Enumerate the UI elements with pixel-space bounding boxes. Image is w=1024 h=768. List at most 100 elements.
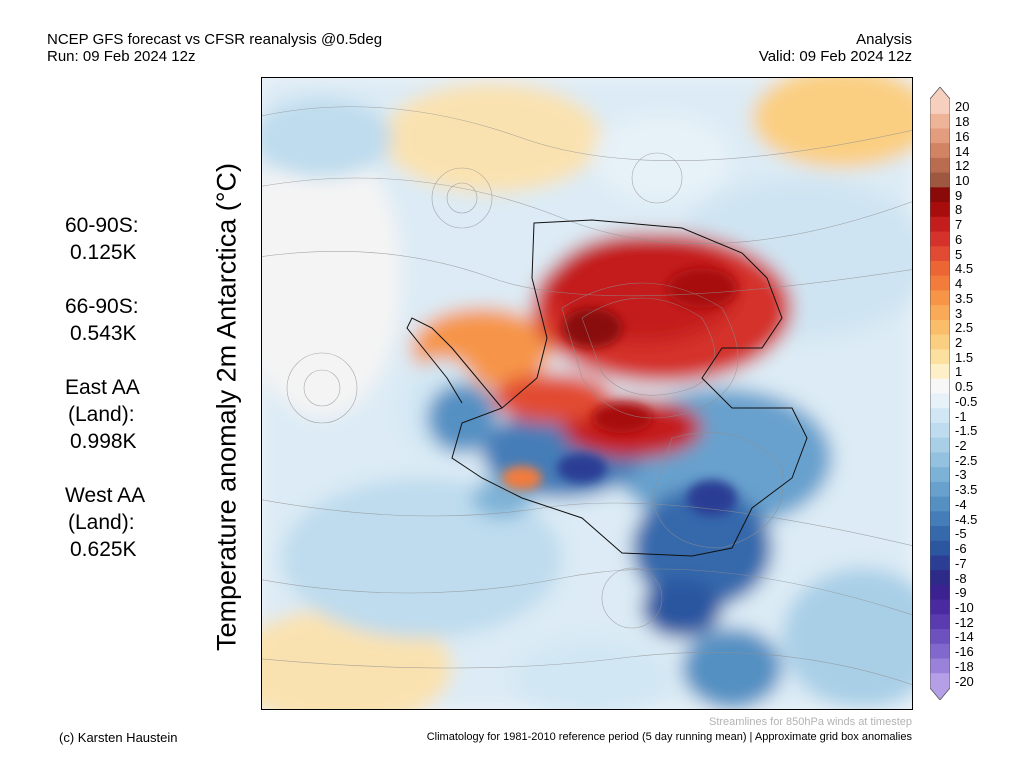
colorbar-label: 1 xyxy=(955,364,963,380)
analysis-label: Analysis xyxy=(856,31,912,48)
colorbar-label: -5 xyxy=(955,526,967,542)
colorbar-label: -4 xyxy=(955,496,967,512)
colorbar-swatch xyxy=(930,526,950,542)
colorbar-label: 4 xyxy=(955,276,963,292)
colorbar-label: 5 xyxy=(955,246,963,262)
colorbar-label: -2.5 xyxy=(955,452,978,468)
colorbar-swatch xyxy=(930,216,950,233)
colorbar-label: -18 xyxy=(955,658,974,674)
stat-label: West AA xyxy=(65,484,146,507)
stat-west-aa: West AA (Land): 0.625K xyxy=(65,482,145,563)
colorbar-label: 2.5 xyxy=(955,320,974,336)
stat-label: 66-90S: xyxy=(65,295,139,318)
colorbar-label: 16 xyxy=(955,128,970,144)
colorbar-label: 0.5 xyxy=(955,379,974,395)
colorbar-swatch xyxy=(930,643,950,660)
stat-value: 0.125K xyxy=(70,241,137,264)
colorbar-label: 10 xyxy=(955,172,970,188)
header-right: Analysis Valid: 09 Feb 2024 12z xyxy=(759,31,912,65)
colorbar-label: -2 xyxy=(955,438,967,454)
stat-label: 60-90S: xyxy=(65,214,139,237)
colorbar-label: 8 xyxy=(955,202,963,218)
antarctica-coastline xyxy=(451,219,808,557)
stat-label-land: (Land): xyxy=(68,511,135,534)
colorbar-swatch xyxy=(930,599,950,615)
colorbar-label: 4.5 xyxy=(955,261,974,277)
colorbar-swatch xyxy=(930,260,950,277)
antarctic-peninsula-coastline xyxy=(406,317,503,409)
colorbar-swatch xyxy=(930,172,950,188)
colorbar-swatch xyxy=(930,143,950,159)
colorbar-swatch xyxy=(930,378,950,394)
header-left: NCEP GFS forecast vs CFSR reanalysis @0.… xyxy=(47,31,382,65)
colorbar-label: -1 xyxy=(955,408,967,424)
colorbar-label: 3 xyxy=(955,305,963,321)
stat-label: East AA xyxy=(65,376,140,399)
colorbar-label: -20 xyxy=(955,673,974,689)
colorbar-label: -9 xyxy=(955,585,967,601)
colorbar-label: 18 xyxy=(955,114,970,130)
colorbar-label: 12 xyxy=(955,158,970,174)
anomaly-cores xyxy=(502,268,737,516)
colorbar-label: 2 xyxy=(955,334,963,350)
colorbar-label: -7 xyxy=(955,555,967,571)
stat-value: 0.625K xyxy=(70,538,137,561)
stat-60-90s: 60-90S: 0.125K xyxy=(65,212,145,266)
colorbar-swatch xyxy=(930,349,950,365)
colorbar-label: -0.5 xyxy=(955,393,978,409)
colorbar-label: 9 xyxy=(955,187,963,203)
colorbar-swatch xyxy=(930,275,950,291)
colorbar-swatch xyxy=(930,364,950,380)
colorbar-swatch xyxy=(930,157,950,174)
colorbar-swatch xyxy=(930,584,950,601)
colorbar-swatch xyxy=(930,452,950,468)
colorbar-swatch xyxy=(930,113,950,129)
colorbar-swatch xyxy=(930,422,950,439)
colorbar-swatch xyxy=(930,231,950,247)
stat-label-land: (Land): xyxy=(68,403,135,426)
colorbar-label: -1.5 xyxy=(955,423,978,439)
colorbar-swatch xyxy=(930,629,950,645)
colorbar-swatch xyxy=(930,393,950,409)
colorbar-label: -3.5 xyxy=(955,482,978,498)
streamlines xyxy=(262,106,912,685)
colorbar xyxy=(930,87,950,700)
colorbar-label: 20 xyxy=(955,99,970,115)
colorbar-swatch xyxy=(930,570,950,586)
anomaly-field xyxy=(262,78,912,709)
colorbar-label: -4.5 xyxy=(955,511,978,527)
colorbar-label: 3.5 xyxy=(955,290,974,306)
colorbar-label: -12 xyxy=(955,614,974,630)
stat-value: 0.998K xyxy=(70,430,137,453)
stat-value: 0.543K xyxy=(70,322,137,345)
colorbar-swatch xyxy=(930,614,950,630)
colorbar-swatch xyxy=(930,246,950,262)
colorbar-label: -14 xyxy=(955,629,974,645)
colorbar-label: -3 xyxy=(955,467,967,483)
colorbar-swatch xyxy=(930,467,950,483)
colorbar-label: -6 xyxy=(955,541,967,557)
stat-east-aa: East AA (Land): 0.998K xyxy=(65,374,145,455)
colorbar-swatch xyxy=(930,128,950,144)
colorbar-swatch xyxy=(930,496,950,512)
colorbar-label: -10 xyxy=(955,600,974,615)
colorbar-swatch xyxy=(930,658,950,674)
colorbar-swatch xyxy=(930,290,950,306)
colorbar-swatch xyxy=(930,202,950,218)
colorbar-label: 1.5 xyxy=(955,349,974,365)
colorbar-label: -16 xyxy=(955,644,974,660)
colorbar-swatch xyxy=(930,437,950,453)
colorbar-label: -8 xyxy=(955,570,967,586)
colorbar-swatch xyxy=(930,305,950,321)
streamlines-note: Streamlines for 850hPa winds at timestep xyxy=(709,716,912,728)
run-time: Run: 09 Feb 2024 12z xyxy=(47,48,196,65)
stat-66-90s: 66-90S: 0.543K xyxy=(65,293,145,347)
colorbar-swatch xyxy=(930,540,950,556)
anomaly-stats: 60-90S: 0.125K 66-90S: 0.543K East AA (L… xyxy=(65,212,145,590)
credit: (c) Karsten Haustein xyxy=(59,730,178,745)
colorbar-label: 14 xyxy=(955,143,970,159)
colorbar-swatch xyxy=(930,408,950,424)
colorbar-swatch xyxy=(930,555,950,571)
map-title: Temperature anomaly 2m Antarctica (°C) xyxy=(211,163,242,651)
colorbar-label: 7 xyxy=(955,217,963,233)
